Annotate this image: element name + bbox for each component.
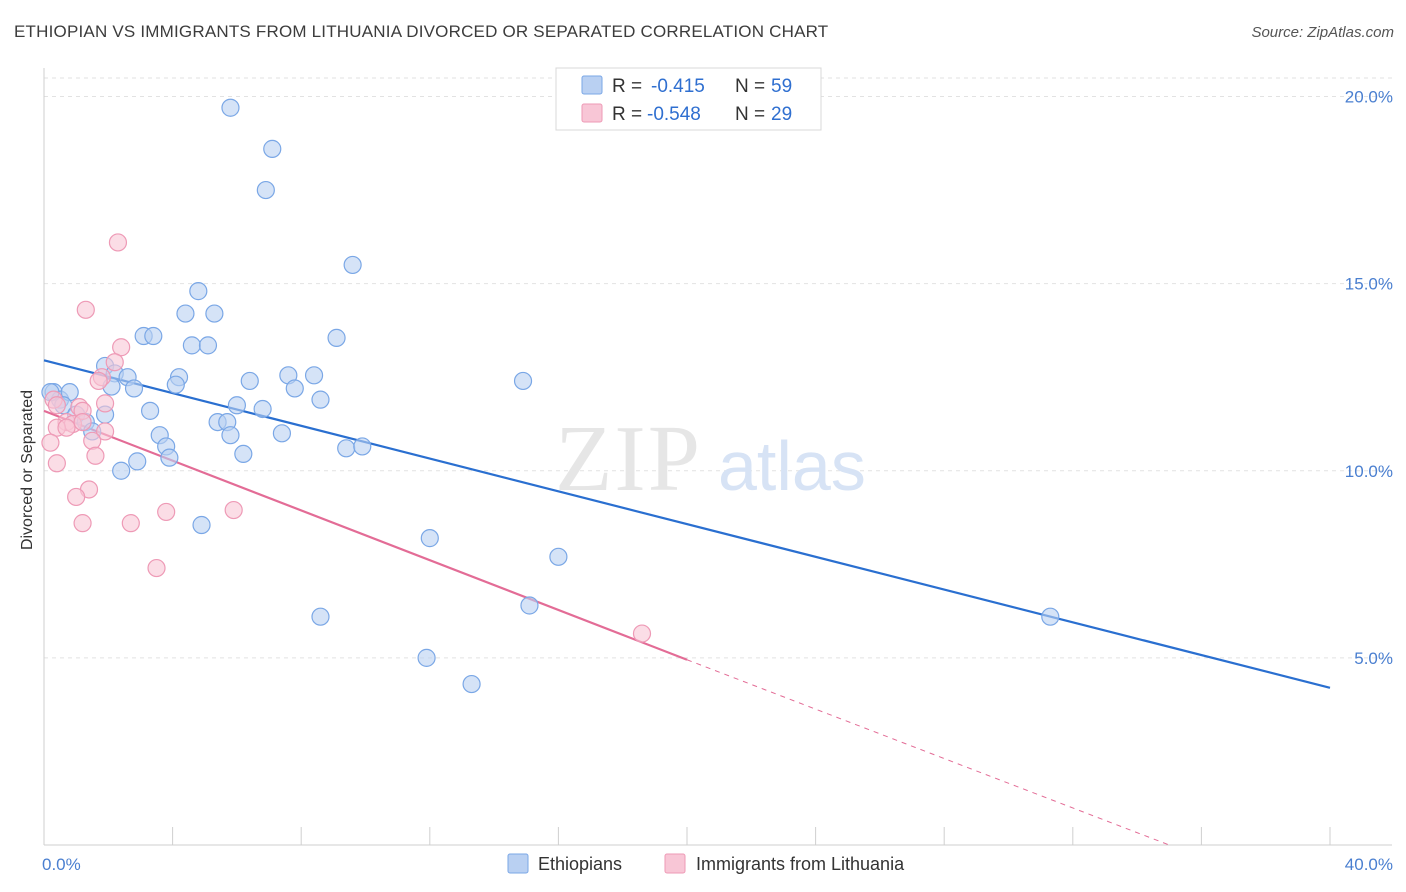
legend-r-value-ethiopians: -0.415: [651, 76, 705, 97]
point-lithuania-19: [86, 446, 105, 465]
point-lithuania-1: [76, 300, 95, 319]
point-ethiopians-28: [311, 390, 330, 409]
point-lithuania-20: [47, 454, 66, 473]
y-axis-label: Divorced or Separated: [19, 390, 36, 550]
y-tick-label-2: 15.0%: [1345, 275, 1393, 294]
point-ethiopians-44: [160, 448, 179, 467]
trend-line-lithuania: [43, 409, 688, 661]
point-lithuania-2: [112, 338, 131, 357]
ticks-layer: 5.0% 10.0% 15.0% 20.0% 0.0% 40.0%: [42, 88, 1393, 875]
point-ethiopians-18: [240, 371, 259, 391]
point-ethiopians-49: [192, 515, 211, 535]
point-ethiopians-5: [176, 304, 195, 323]
chart-source: Source: ZipAtlas.com: [1251, 24, 1394, 41]
point-ethiopians-4: [189, 282, 208, 301]
point-ethiopians-48: [420, 529, 439, 548]
point-ethiopians-53: [1041, 607, 1060, 626]
y-tick-label-0: 5.0%: [1354, 649, 1393, 668]
point-ethiopians-1: [263, 139, 282, 158]
legend-n-value-lithuania: 29: [771, 104, 792, 125]
point-lithuania-9: [95, 394, 115, 413]
x-tick-label-0: 0.0%: [42, 855, 81, 874]
point-ethiopians-10: [182, 336, 201, 355]
x-tick-label-1: 40.0%: [1345, 855, 1393, 874]
point-ethiopians-21: [124, 379, 144, 398]
bottom-legend-label-lithuania: Immigrants from Lithuania: [696, 854, 905, 874]
legend-n-label-lithuania: N =: [735, 104, 765, 125]
point-ethiopians-47: [112, 461, 131, 480]
point-ethiopians-45: [234, 444, 253, 464]
axis-layer: [43, 68, 1392, 846]
point-lithuania-26: [121, 514, 140, 533]
point-ethiopians-52: [311, 607, 330, 626]
legend-swatch-ethiopians: [581, 75, 603, 95]
point-lithuania-7: [47, 396, 66, 415]
point-ethiopians-19: [166, 375, 185, 394]
point-lithuania-18: [41, 433, 60, 452]
top-legend: R = -0.415 N = 59 R = -0.548 N = 29: [555, 67, 822, 131]
y-tick-label-3: 20.0%: [1345, 88, 1393, 107]
bottom-legend: Ethiopians Immigrants from Lithuania: [507, 853, 905, 874]
point-lithuania-17: [83, 431, 102, 450]
bottom-legend-swatch-ethiopians: [507, 853, 529, 874]
watermark: ZIP atlas: [555, 407, 866, 511]
point-ethiopians-3: [343, 255, 362, 275]
point-ethiopians-55: [462, 674, 481, 694]
chart-title: ETHIOPIAN VS IMMIGRANTS FROM LITHUANIA D…: [14, 22, 829, 41]
legend-n-label-ethiopians: N =: [735, 76, 765, 97]
point-ethiopians-43: [353, 437, 372, 456]
point-lithuania-28: [632, 624, 652, 643]
point-ethiopians-15: [304, 366, 324, 385]
point-ethiopians-11: [198, 336, 218, 355]
bottom-legend-label-ethiopians: Ethiopians: [538, 854, 622, 874]
point-lithuania-25: [73, 514, 92, 533]
legend-r-value-lithuania: -0.548: [647, 104, 701, 125]
point-ethiopians-8: [144, 326, 163, 346]
points-layer: [41, 98, 1060, 694]
point-lithuania-27: [147, 558, 166, 578]
point-lithuania-15: [57, 418, 76, 437]
grid-layer: [44, 77, 1392, 659]
point-lithuania-16: [95, 422, 115, 441]
legend-swatch-lithuania: [581, 103, 603, 123]
legend-r-label-ethiopians: R =: [612, 76, 642, 97]
watermark-atlas: atlas: [718, 427, 866, 505]
point-ethiopians-9: [327, 328, 346, 347]
point-ethiopians-2: [256, 180, 275, 200]
trend-line-extension-lithuania: [686, 659, 1170, 846]
legend-r-label-lithuania: R =: [612, 104, 642, 125]
point-ethiopians-38: [272, 424, 292, 443]
legend-n-value-ethiopians: 59: [771, 76, 792, 97]
point-ethiopians-22: [285, 379, 304, 398]
y-tick-label-1: 10.0%: [1345, 462, 1393, 481]
point-ethiopians-6: [205, 304, 224, 323]
watermark-zip: ZIP: [555, 407, 702, 511]
point-ethiopians-30: [253, 399, 272, 419]
point-ethiopians-40: [221, 426, 240, 445]
point-ethiopians-42: [337, 439, 356, 458]
point-ethiopians-50: [549, 547, 568, 566]
point-ethiopians-54: [417, 648, 436, 667]
point-lithuania-24: [224, 500, 243, 520]
point-lithuania-3: [105, 353, 124, 372]
point-lithuania-22: [67, 487, 86, 507]
point-ethiopians-0: [221, 98, 240, 117]
point-lithuania-23: [157, 502, 176, 522]
point-ethiopians-23: [513, 371, 533, 391]
point-ethiopians-31: [140, 401, 160, 420]
point-ethiopians-46: [128, 452, 147, 471]
point-lithuania-5: [89, 371, 108, 391]
bottom-legend-swatch-lithuania: [664, 853, 686, 874]
point-ethiopians-29: [227, 396, 246, 415]
point-lithuania-0: [108, 233, 128, 252]
point-lithuania-13: [73, 412, 92, 432]
point-ethiopians-51: [520, 596, 539, 615]
